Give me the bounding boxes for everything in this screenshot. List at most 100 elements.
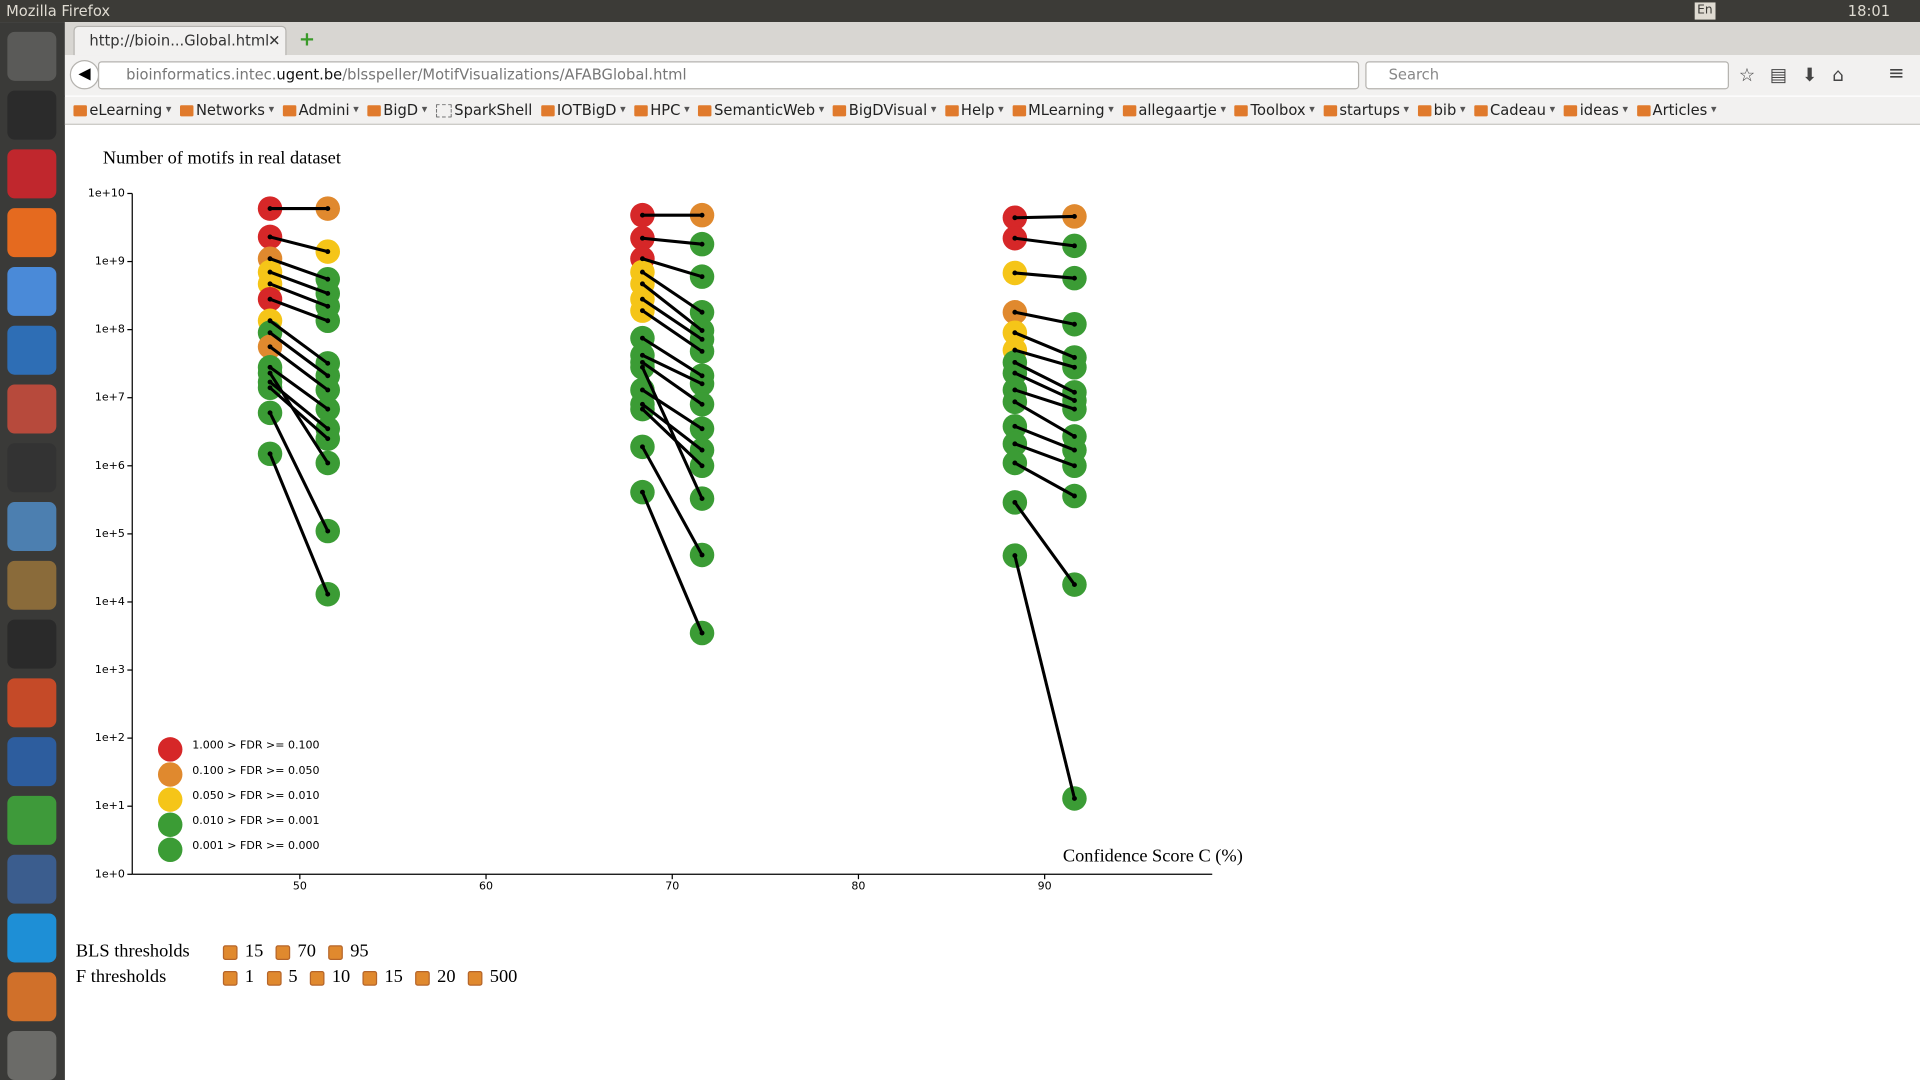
launcher-icon[interactable] [7,619,57,669]
bookmark[interactable]: allegaartje [1122,97,1226,124]
folder-icon [540,104,555,116]
bookmark-label: BigD [383,101,419,119]
chart: Number of motifs in real dataset Confide… [88,147,1243,893]
bookmark[interactable]: MLearning [1012,97,1114,124]
launcher-icon[interactable] [7,502,57,552]
bookmark[interactable]: Articles [1636,97,1717,124]
point-center [640,364,645,370]
launcher-icon[interactable] [7,737,57,787]
checkbox[interactable] [328,944,343,960]
launcher-icon[interactable] [7,560,57,610]
point-center [640,256,645,262]
bookmark[interactable]: BigDVisual [832,97,937,124]
checkbox[interactable] [222,970,238,986]
launcher-icon[interactable] [7,443,57,493]
point-center [325,206,331,212]
search-bar[interactable]: Search [1365,61,1729,90]
folder-icon [367,104,381,116]
connector-line [1014,442,1075,468]
menu-button[interactable]: ≡ [1888,61,1905,85]
connector-line [1014,361,1076,394]
checkbox[interactable] [266,970,282,986]
connector-line [641,353,703,386]
bookmark[interactable]: HPC [634,97,689,124]
folder-icon [1323,104,1337,116]
legend-swatch [157,762,183,787]
url-bar[interactable]: bioinformatics.intec.ugent.be/blsspeller… [97,61,1360,90]
connector-line [269,319,329,365]
launcher-icon[interactable] [7,325,57,375]
bookmark[interactable]: eLearning [73,97,171,124]
connector-line [641,491,704,634]
new-tab-button[interactable]: + [298,26,316,51]
point-center [699,241,705,247]
connector-line [641,282,703,332]
point-center [1012,399,1018,405]
point-center [267,344,273,350]
window-title: Mozilla Firefox [6,2,111,20]
bookmark[interactable]: ideas [1563,97,1628,124]
clock[interactable]: 18:01 [1847,2,1891,20]
bookmark-label: Admini [298,101,350,119]
bookmark[interactable]: SparkShell [435,97,532,124]
launcher-icon[interactable] [7,208,57,258]
point-center [1012,387,1018,393]
launcher-icon[interactable] [7,1031,57,1080]
point-center [267,364,273,370]
launcher-icon[interactable] [7,913,57,963]
bookmark[interactable]: IOTBigD [540,97,626,124]
x-tick-label: 70 [665,880,679,893]
launcher-icon[interactable] [7,678,57,728]
tab-close[interactable]: ✕ [268,31,281,49]
connector-line [269,331,329,378]
bookmark[interactable]: BigD [367,97,427,124]
point-center [1072,389,1077,395]
bookmark[interactable]: bib [1417,97,1466,124]
point-center [640,308,645,314]
checkbox[interactable] [467,970,483,986]
bookmark[interactable]: startups [1323,97,1409,124]
tab-bar [64,22,1920,56]
folder-icon [1563,104,1578,116]
bookmark[interactable]: Networks [180,97,274,124]
bls-controls: BLS thresholds 15 70 95 [76,942,369,963]
point-center [1012,270,1018,276]
point-center [1012,309,1018,315]
checkbox-label: 1 [244,967,255,987]
x-axis-label: Confidence Score C (%) [1063,845,1243,866]
bookmark[interactable]: Cadeau [1474,97,1555,124]
bookmark[interactable]: SemanticWeb [698,97,824,124]
browser-tab[interactable]: http://bioin...Global.html ✕ [73,25,287,57]
checkbox-label: 10 [331,967,351,987]
checkbox[interactable] [309,970,325,986]
launcher-icon[interactable] [7,972,57,1022]
checkbox[interactable] [415,970,430,986]
launcher-icon[interactable] [7,384,57,434]
connector-line [641,446,704,556]
launcher-icon[interactable] [7,854,57,904]
point-center [267,318,273,324]
checkbox[interactable] [275,944,291,960]
top-panel: Mozilla Firefox En 18:01 [0,0,1920,23]
bookmark[interactable]: Admini [282,97,359,124]
point-center [640,281,645,287]
checkbox[interactable] [222,944,238,960]
launcher-icon[interactable] [7,31,57,81]
connector-line [269,257,329,281]
checkbox-label: 20 [437,967,456,987]
connector-line [1014,424,1076,452]
back-button[interactable]: ◀ [69,60,100,90]
checkbox[interactable] [362,970,378,986]
launcher-icon[interactable] [7,266,57,316]
launcher-icon[interactable] [7,795,57,845]
toolbar-buttons[interactable]: ☆▤⬇⌂ [1738,63,1859,86]
keyboard-indicator[interactable]: En [1694,2,1716,20]
y-tick-label: 1e+4 [95,595,125,608]
launcher-icon[interactable] [7,149,57,199]
bookmark[interactable]: Help [945,97,1004,124]
point-center [1072,795,1077,801]
point-center [699,212,705,218]
launcher-icon[interactable] [7,90,57,140]
bookmark[interactable]: Toolbox [1234,97,1315,124]
